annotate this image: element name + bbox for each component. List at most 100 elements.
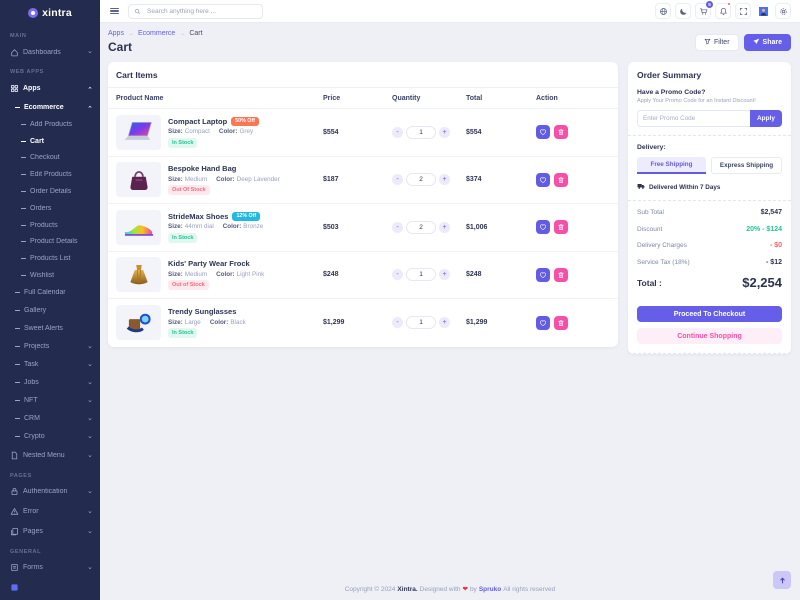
sidebar-item-jobs[interactable]: Jobs xyxy=(0,374,100,392)
sidebar-item-products[interactable]: Products xyxy=(0,217,100,234)
dash-icon xyxy=(21,191,26,193)
sidebar-item-cart[interactable]: Cart xyxy=(0,133,100,150)
sidebar-item-label: Add Products xyxy=(30,120,73,128)
sidebar-item-label: Wishlist xyxy=(30,272,55,280)
quantity-increase-button[interactable]: + xyxy=(439,269,450,281)
quantity-decrease-button[interactable]: - xyxy=(392,269,403,281)
dark-mode-icon[interactable] xyxy=(675,3,691,19)
sidebar: xintra MAIN Dashboards WEB APPS Apps Ecommer… xyxy=(0,0,100,600)
search-input[interactable] xyxy=(145,6,257,16)
dash-icon xyxy=(21,157,26,159)
product-name-link[interactable]: StrideMax Shoes xyxy=(168,211,229,221)
row-actions xyxy=(536,172,610,187)
footer-segment-brand[interactable]: Spruko xyxy=(478,585,502,593)
wishlist-button[interactable] xyxy=(536,220,550,235)
sidebar-item-label: Order Details xyxy=(30,188,72,196)
delete-button[interactable] xyxy=(554,220,568,235)
sidebar-item-sweet-alerts[interactable]: Sweet Alerts xyxy=(0,320,100,338)
sidebar-item-checkout[interactable]: Checkout xyxy=(0,150,100,167)
delete-button[interactable] xyxy=(554,172,568,187)
product-name-link[interactable]: Kids' Party Wear Frock xyxy=(168,259,250,269)
sidebar-item-item[interactable] xyxy=(0,578,100,598)
quantity-decrease-button[interactable]: - xyxy=(392,126,403,138)
promo-code-input[interactable] xyxy=(637,110,750,127)
alert-icon xyxy=(10,507,19,516)
product-name-link[interactable]: Bespoke Hand Bag xyxy=(168,164,237,174)
filter-button[interactable]: Filter xyxy=(694,33,739,51)
sidebar-item-edit-products[interactable]: Edit Products xyxy=(0,166,100,183)
quantity-increase-button[interactable]: + xyxy=(439,126,450,138)
dash-icon xyxy=(15,418,20,420)
quantity-input[interactable] xyxy=(406,173,436,187)
delete-button[interactable] xyxy=(554,125,568,140)
product-name-link[interactable]: Compact Laptop xyxy=(168,116,228,126)
sidebar-item-crypto[interactable]: Crypto xyxy=(0,428,100,446)
notifications-icon[interactable] xyxy=(715,2,731,19)
avatar[interactable] xyxy=(755,3,771,19)
breadcrumb-ecommerce[interactable]: Ecommerce xyxy=(137,30,176,37)
quantity-decrease-button[interactable]: - xyxy=(392,317,403,329)
menu-toggle-icon[interactable] xyxy=(108,6,121,17)
quantity-decrease-button[interactable]: - xyxy=(392,221,403,233)
share-button[interactable]: Share xyxy=(743,33,791,51)
wishlist-button[interactable] xyxy=(536,267,550,282)
wishlist-button[interactable] xyxy=(536,125,550,140)
dash-icon xyxy=(15,400,20,402)
continue-shopping-button[interactable]: Continue Shopping xyxy=(637,328,782,344)
summary-value: 20% - $124 xyxy=(746,225,782,233)
scroll-to-top-button[interactable] xyxy=(773,571,791,589)
product-meta: Size: 44mm dial Color: Bronze xyxy=(168,223,263,230)
sidebar-item-wishlist[interactable]: Wishlist xyxy=(0,267,100,284)
sidebar-item-crm[interactable]: CRM xyxy=(0,410,100,428)
apply-promo-button[interactable]: Apply xyxy=(749,110,782,127)
chevron-down-icon xyxy=(87,434,93,440)
delete-button[interactable] xyxy=(554,315,568,330)
breadcrumb-apps[interactable]: Apps xyxy=(108,30,124,37)
sidebar-item-order-details[interactable]: Order Details xyxy=(0,183,100,200)
language-icon[interactable] xyxy=(655,3,671,19)
wishlist-button[interactable] xyxy=(536,315,550,330)
quantity-decrease-button[interactable]: - xyxy=(392,174,403,186)
sidebar-item-task[interactable]: Task xyxy=(0,356,100,374)
total-cell: $1,006 xyxy=(466,223,488,231)
tab-free-shipping[interactable]: Free Shipping xyxy=(637,157,706,174)
sidebar-item-gallery[interactable]: Gallery xyxy=(0,302,100,320)
tab-express-shipping[interactable]: Express Shipping xyxy=(711,157,782,174)
sidebar-item-product-details[interactable]: Product Details xyxy=(0,234,100,251)
quantity-increase-button[interactable]: + xyxy=(439,317,450,329)
wishlist-button[interactable] xyxy=(536,172,550,187)
sidebar-item-pages[interactable]: Pages xyxy=(0,522,100,542)
sidebar-item-authentication[interactable]: Authentication xyxy=(0,482,100,502)
quantity-increase-button[interactable]: + xyxy=(439,174,450,186)
form-icon xyxy=(10,563,19,572)
quantity-input[interactable] xyxy=(406,125,436,139)
delivery-label: Delivery: xyxy=(637,144,666,151)
page-actions: Filter Share xyxy=(694,33,791,51)
fullscreen-icon[interactable] xyxy=(735,3,751,19)
proceed-to-checkout-button[interactable]: Proceed To Checkout xyxy=(637,306,782,322)
delete-button[interactable] xyxy=(554,267,568,282)
sidebar-item-dashboards[interactable]: Dashboards xyxy=(0,42,100,62)
sidebar-item-forms[interactable]: Forms xyxy=(0,558,100,578)
sidebar-item-orders[interactable]: Orders xyxy=(0,200,100,217)
header-cart-icon[interactable]: 5 xyxy=(695,1,713,19)
product-name-link[interactable]: Trendy Sunglasses xyxy=(168,307,237,317)
sidebar-item-nested-menu[interactable]: Nested Menu xyxy=(0,446,100,466)
settings-icon[interactable] xyxy=(775,3,791,19)
sidebar-item-add-products[interactable]: Add Products xyxy=(0,116,100,133)
sidebar-item-apps[interactable]: Apps xyxy=(0,78,100,98)
sidebar-item-ecommerce[interactable]: Ecommerce xyxy=(0,98,100,116)
quantity-input[interactable] xyxy=(406,316,436,330)
quantity-input[interactable] xyxy=(406,220,436,234)
sidebar-item-products-list[interactable]: Products List xyxy=(0,250,100,267)
column-header-price: Price xyxy=(323,94,341,102)
sidebar-item-error[interactable]: Error xyxy=(0,502,100,522)
sidebar-item-nft[interactable]: NFT xyxy=(0,392,100,410)
sidebar-item-projects[interactable]: Projects xyxy=(0,338,100,356)
sidebar-item-full-calendar[interactable]: Full Calendar xyxy=(0,284,100,302)
product-image xyxy=(116,209,161,245)
sidebar-item-label: Full Calendar xyxy=(24,289,66,297)
quantity-input[interactable] xyxy=(406,268,436,282)
quantity-increase-button[interactable]: + xyxy=(439,221,450,233)
brand-logo[interactable]: xintra xyxy=(0,0,100,26)
